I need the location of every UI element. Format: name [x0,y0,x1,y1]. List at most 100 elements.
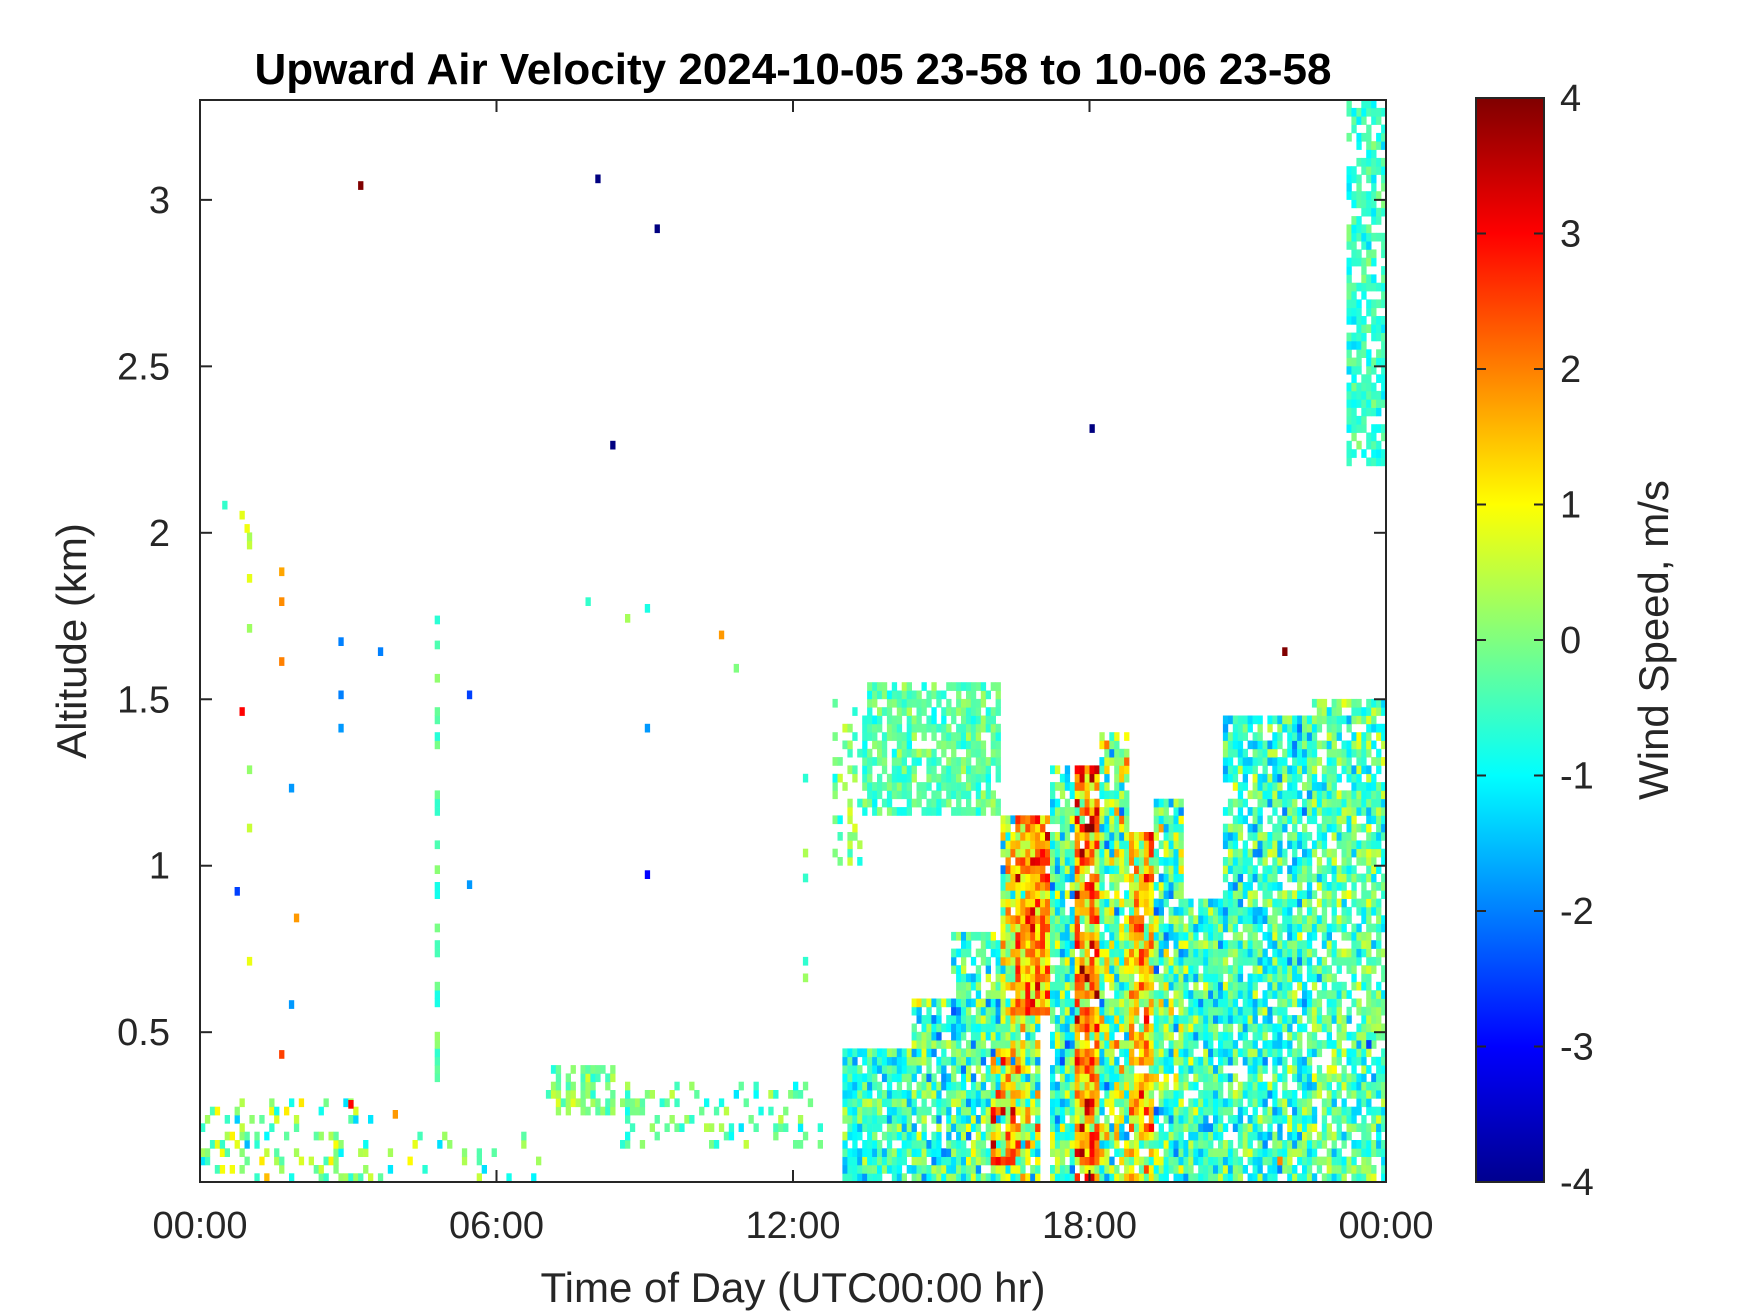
heatmap-cell [1247,715,1253,725]
heatmap-cell [985,1115,991,1124]
heatmap-cell [867,1056,873,1066]
heatmap-cell [1218,1115,1224,1124]
heatmap-cell [886,732,893,741]
heatmap-cell [1257,1006,1263,1016]
heatmap-cell [1050,807,1056,816]
heatmap-cell [877,757,883,766]
heatmap-cell [1272,1073,1278,1083]
heatmap-cell [1346,357,1352,367]
heatmap-cell [1366,1023,1372,1033]
heatmap-cell [1119,1015,1125,1024]
heatmap-cell [1297,1106,1303,1116]
heatmap-cell [1114,1123,1120,1132]
heatmap-cell [1064,1148,1071,1157]
heatmap-cell [1257,1023,1263,1033]
heatmap-cell [951,790,957,800]
heatmap-cell [313,1131,319,1141]
heatmap-cell [1267,973,1273,983]
heatmap-cell [1242,748,1248,758]
heatmap-cell [1292,973,1298,983]
heatmap-cell [1287,832,1293,841]
heatmap-cell [1099,1015,1105,1024]
heatmap-cell [1035,865,1041,874]
heatmap-cell [1351,956,1357,966]
heatmap-cell [936,807,942,816]
heatmap-cell [911,748,917,758]
heatmap-cell [956,1115,962,1124]
heatmap-cell [1336,815,1342,825]
heatmap-cell [1247,915,1253,924]
heatmap-cell [1168,981,1174,991]
heatmap-cell [847,798,853,808]
heatmap-cell [1297,1065,1303,1074]
heatmap-cell [1035,840,1041,850]
heatmap-cell [1242,998,1248,1008]
heatmap-cell [1163,1023,1169,1033]
heatmap-cell [1059,857,1066,866]
heatmap-cell [1218,1123,1224,1132]
heatmap-cell [1381,1106,1387,1116]
heatmap-cell [1124,1065,1130,1074]
heatmap-cell [434,948,440,958]
heatmap-cell [1321,807,1328,816]
heatmap-cell [1153,1065,1159,1074]
heatmap-cell [1366,107,1372,117]
heatmap-cell [1282,807,1288,816]
heatmap-cell [1035,998,1041,1008]
heatmap-cell [580,1106,586,1116]
heatmap-cell [1292,1165,1298,1174]
heatmap-cell [1306,773,1313,783]
heatmap-cell [1030,1006,1036,1016]
heatmap-cell [1346,890,1352,899]
heatmap-cell [995,965,1001,974]
heatmap-cell [1302,898,1308,908]
heatmap-cell [1292,840,1298,850]
heatmap-cell [1311,723,1318,733]
heatmap-cell [358,181,364,190]
heatmap-cell [961,1123,967,1132]
heatmap-cell [1311,1040,1318,1049]
heatmap-cell [1282,765,1288,775]
heatmap-cell [1346,1081,1352,1091]
heatmap-cell [1376,798,1382,808]
heatmap-cell [1079,1106,1085,1116]
heatmap-cell [990,1048,996,1058]
heatmap-cell [1321,707,1328,716]
heatmap-cell [936,1081,942,1091]
heatmap-cell [1000,1165,1006,1174]
heatmap-cell [1326,782,1332,791]
heatmap-cell [1069,1106,1075,1116]
heatmap-cell [1351,815,1357,825]
heatmap-cell [1292,1056,1298,1066]
heatmap-cell [1109,823,1115,833]
heatmap-cell [1326,1148,1332,1157]
heatmap-cell [1163,798,1169,808]
heatmap-cell [1069,1048,1075,1058]
heatmap-cell [852,1165,858,1174]
heatmap-cell [1366,432,1372,442]
heatmap-cell [867,1106,873,1116]
heatmap-cell [985,1073,991,1083]
heatmap-cell [1282,890,1288,899]
heatmap-cell [1035,965,1041,974]
heatmap-cell [1222,1040,1229,1049]
heatmap-cell [1381,424,1387,433]
heatmap-cell [956,782,962,791]
heatmap-cell [1351,865,1357,874]
heatmap-cell [1094,1056,1100,1066]
heatmap-cell [1158,882,1164,891]
heatmap-cell [891,690,898,700]
heatmap-cell [600,1106,606,1116]
heatmap-cell [1237,782,1244,791]
heatmap-cell [1346,1031,1352,1041]
heatmap-cell [1366,1173,1372,1182]
heatmap-cell [995,682,1001,691]
heatmap-cell [1376,132,1382,142]
heatmap-cell [921,1031,927,1041]
heatmap-cell [970,1173,977,1182]
heatmap-cell [1306,1081,1313,1091]
heatmap-cell [975,790,982,800]
heatmap-cell [956,990,962,999]
heatmap-cell [906,1123,912,1132]
heatmap-cell [1153,848,1159,858]
